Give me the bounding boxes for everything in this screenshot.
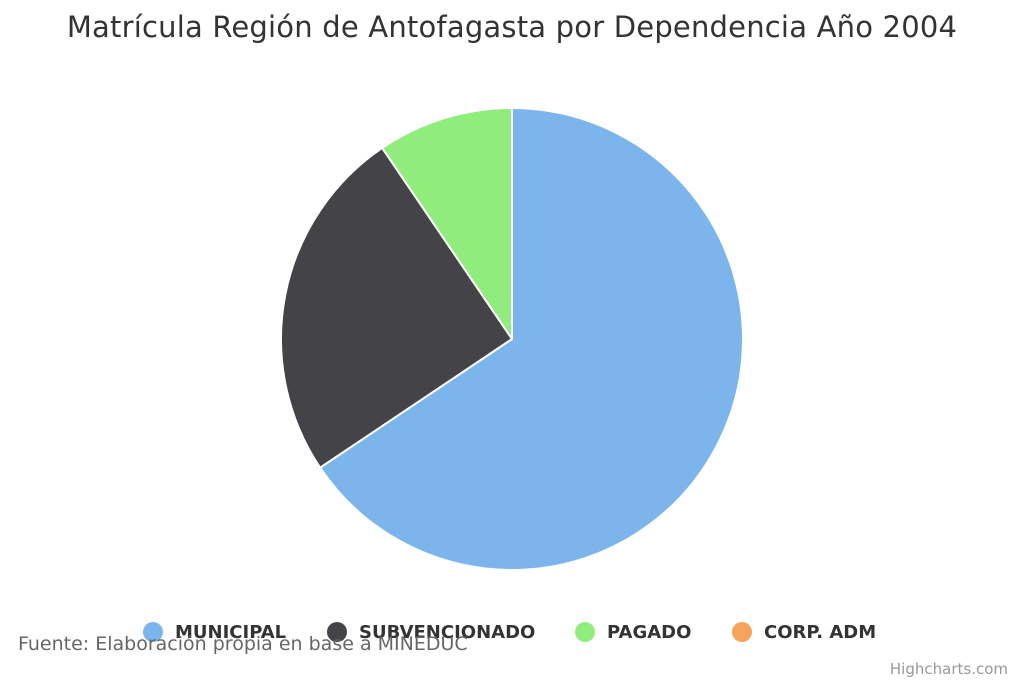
pie-slice-subvencionado[interactable] <box>280 146 513 469</box>
legend-item-subvencionado[interactable]: SUBVENCIONADO <box>327 617 535 647</box>
chart-title: Matrícula Región de Antofagasta por Depe… <box>66 10 958 44</box>
pie-slice-pagado[interactable] <box>381 107 513 340</box>
legend-label: MUNICIPAL <box>175 621 287 643</box>
highcharts-credit-link[interactable]: Highcharts.com <box>889 660 1008 678</box>
legend-marker <box>327 622 347 642</box>
legend-item-pagado[interactable]: PAGADO <box>575 617 691 647</box>
legend-label: SUBVENCIONADO <box>359 621 536 643</box>
legend-label: PAGADO <box>607 621 692 643</box>
legend-marker <box>732 622 752 642</box>
legend: MUNICIPAL SUBVENCIONADO PAGADO CORP. ADM <box>0 617 1024 647</box>
legend-marker <box>143 622 163 642</box>
source-credit: Fuente: Elaboración propia en base a MIN… <box>18 633 468 655</box>
legend-item-corp-adm[interactable]: CORP. ADM <box>732 617 876 647</box>
legend-marker <box>575 622 595 642</box>
pie-slice-municipal[interactable] <box>319 107 744 571</box>
legend-label: CORP. ADM <box>764 621 877 643</box>
legend-item-municipal[interactable]: MUNICIPAL <box>143 617 286 647</box>
